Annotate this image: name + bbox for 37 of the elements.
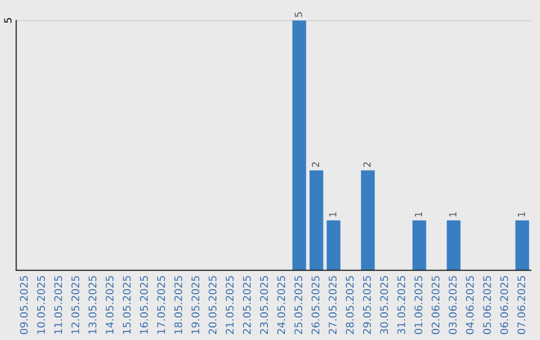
x-tick-label: 07.06.2025 (517, 276, 526, 334)
x-tick-label: 21.05.2025 (226, 276, 234, 334)
x-tick-label: 09.05.2025 (20, 276, 28, 334)
x-tick-label: 02.06.2025 (432, 276, 440, 334)
x-tick-label: 06.06.2025 (500, 276, 508, 334)
x-tick-label: 24.05.2025 (277, 276, 286, 334)
data-label: 5 (294, 12, 302, 17)
x-tick-label: 20.05.2025 (208, 276, 216, 334)
x-tick-label: 10.05.2025 (37, 276, 45, 334)
x-tick-label: 12.05.2025 (71, 276, 80, 334)
x-tick-label: 19.05.2025 (191, 276, 200, 334)
x-tick-label: 26.05.2025 (312, 276, 320, 334)
x-tick-label: 05.06.2025 (483, 276, 491, 334)
x-tick-label: 28.05.2025 (346, 276, 354, 334)
x-tick-label: 04.06.2025 (466, 276, 474, 334)
data-label: 1 (329, 212, 336, 216)
x-tick-label: 01.06.2025 (414, 276, 422, 334)
data-label: 1 (449, 212, 456, 216)
x-tick-label: 22.05.2025 (242, 276, 251, 334)
x-tick-label: 31.05.2025 (397, 276, 406, 334)
x-tick-label: 30.05.2025 (380, 276, 388, 334)
data-label: 2 (363, 162, 371, 167)
x-tick-label: 13.05.2025 (88, 276, 96, 334)
x-tick-label: 16.05.2025 (140, 276, 148, 334)
x-tick-label: 23.05.2025 (260, 276, 268, 334)
data-label: 2 (312, 162, 320, 167)
x-tick-label: 17.05.2025 (157, 276, 166, 334)
data-label: 1 (518, 212, 525, 216)
x-tick-label: 25.05.2025 (294, 276, 302, 334)
data-label: 1 (414, 212, 422, 216)
x-tick-label: 29.05.2025 (363, 276, 371, 334)
x-tick-label: 15.05.2025 (122, 276, 131, 334)
x-tick-label: 11.05.2025 (54, 276, 62, 334)
x-tick-label: 03.06.2025 (448, 276, 457, 334)
x-tick-label: 18.05.2025 (174, 276, 182, 334)
x-tick-label: 27.05.2025 (328, 276, 337, 334)
x-tick-label: 14.05.2025 (106, 276, 114, 334)
